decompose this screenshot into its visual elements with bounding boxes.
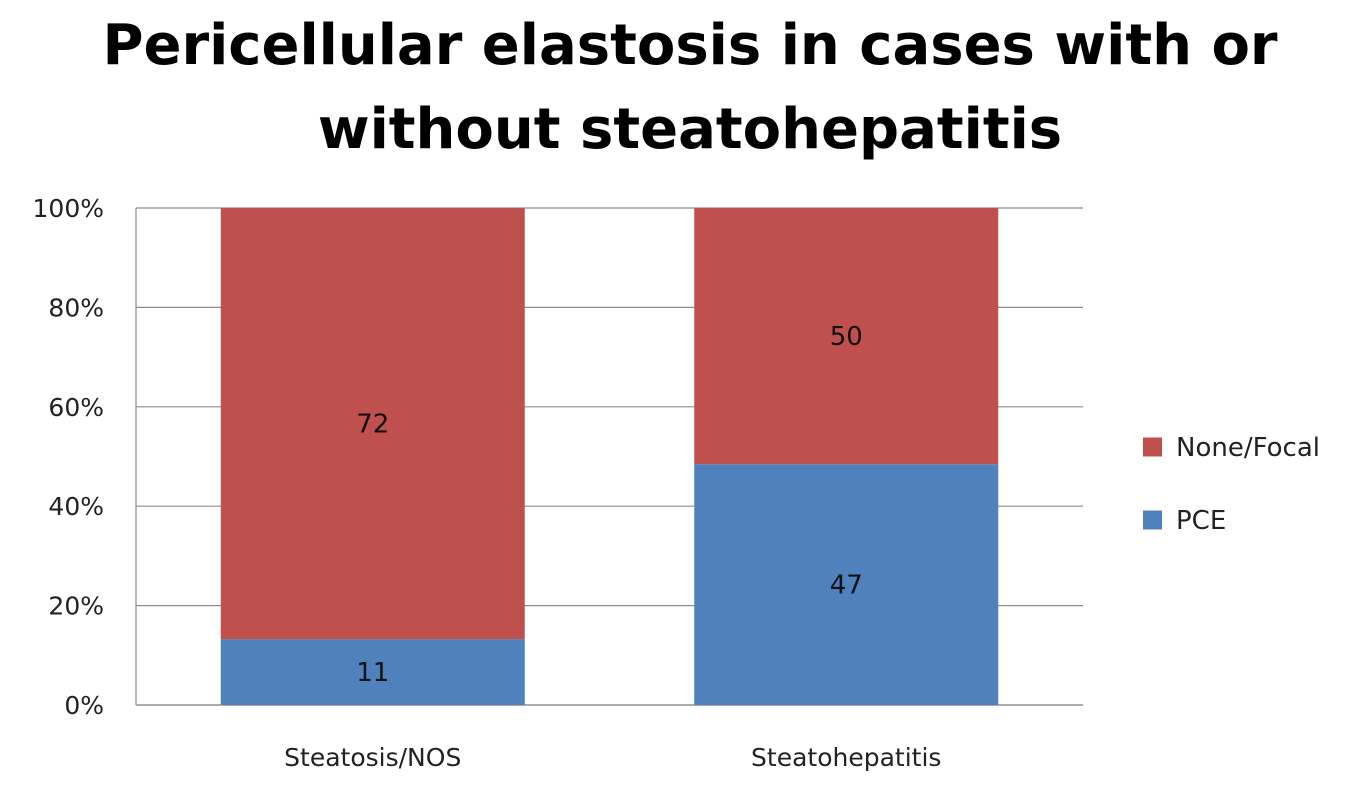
data-label: 72 — [356, 410, 389, 440]
data-label: 47 — [830, 571, 863, 601]
bar-segment-pce — [694, 464, 999, 705]
legend-swatch — [1143, 510, 1162, 530]
x-axis-category-labels: Steatosis/NOS Steatohepatitis — [284, 743, 941, 772]
y-tick-label: 40% — [48, 492, 104, 521]
bar-segment-none-focal — [220, 208, 525, 640]
y-tick-label: 20% — [48, 592, 104, 621]
y-tick-label: 0% — [64, 691, 104, 720]
x-category-label: Steatosis/NOS — [284, 743, 461, 772]
chart-title-line-2: without steatohepatitis — [317, 97, 1063, 162]
y-tick-label: 100% — [33, 194, 104, 223]
y-tick-label: 60% — [48, 393, 104, 422]
y-axis-tick-labels: 0% 20% 40% 60% 80% 100% — [33, 194, 104, 720]
legend-label: None/Focal — [1176, 433, 1320, 463]
chart-title-line-1: Pericellular elastosis in cases with or — [102, 13, 1278, 78]
data-label: 11 — [356, 658, 389, 688]
x-category-label: Steatohepatitis — [751, 743, 941, 772]
y-tick-label: 80% — [48, 293, 104, 322]
data-labels: 11 72 47 50 — [356, 322, 863, 688]
bars — [220, 208, 999, 705]
chart-title: Pericellular elastosis in cases with or … — [0, 4, 1360, 172]
data-label: 50 — [830, 322, 863, 352]
legend: None/Focal PCE — [1143, 433, 1320, 536]
legend-label: PCE — [1176, 506, 1226, 536]
bar-segment-pce — [220, 639, 525, 705]
bar-segment-none-focal — [694, 208, 999, 465]
legend-swatch — [1143, 437, 1162, 457]
